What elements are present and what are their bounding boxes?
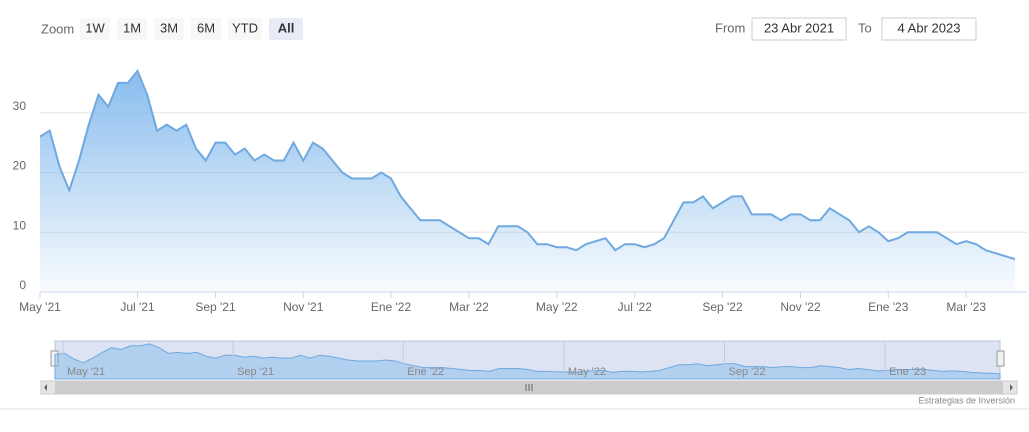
y-tick-label: 20 xyxy=(13,159,27,173)
x-tick-label: Ene '22 xyxy=(371,300,412,314)
zoom-button-label[interactable]: 6M xyxy=(197,20,215,35)
zoom-button[interactable]: 6M xyxy=(191,18,221,40)
navigator-handle[interactable] xyxy=(996,350,1005,367)
navigator-label: May '22 xyxy=(568,366,606,378)
navigator-label: Ene '23 xyxy=(889,366,926,378)
to-label: To xyxy=(858,20,872,35)
x-tick-label: Sep '22 xyxy=(702,300,743,314)
x-tick-label: May '22 xyxy=(536,300,578,314)
zoom-button-label[interactable]: 3M xyxy=(160,20,178,35)
zoom-button[interactable]: 1W xyxy=(80,18,110,40)
x-tick-label: Nov '21 xyxy=(283,300,324,314)
area-fill xyxy=(40,70,1015,292)
navigator-label: Sep '22 xyxy=(729,366,766,378)
navigator-label: May '21 xyxy=(67,366,105,378)
from-date[interactable]: 23 Abr 2021 xyxy=(764,20,834,35)
zoom-button[interactable]: All xyxy=(269,18,303,40)
scrollbar-grip xyxy=(525,384,533,391)
zoom-button-bg[interactable] xyxy=(269,18,303,40)
x-tick-label: Jul '22 xyxy=(618,300,653,314)
from-label: From xyxy=(715,20,745,35)
zoom-button[interactable]: YTD xyxy=(228,18,262,40)
x-tick-label: May '21 xyxy=(19,300,61,314)
x-tick-label: Ene '23 xyxy=(868,300,909,314)
zoom-label: Zoom xyxy=(41,21,74,36)
navigator-area xyxy=(54,343,1001,380)
zoom-button-label[interactable]: 1M xyxy=(123,20,141,35)
navigator-label: Ene '22 xyxy=(407,366,444,378)
y-tick-label: 10 xyxy=(13,218,27,232)
line xyxy=(39,68,1016,261)
zoom-button-label[interactable]: YTD xyxy=(232,20,258,35)
zoom-button[interactable]: 1M xyxy=(117,18,147,40)
x-tick-label: Nov '22 xyxy=(780,300,821,314)
zoom-button-bg[interactable] xyxy=(80,18,110,40)
credit: Estrategias de Inversión xyxy=(918,395,1015,405)
y-tick-label: 30 xyxy=(13,99,27,113)
zoom-button-bg[interactable] xyxy=(191,18,221,40)
to-date[interactable]: 4 Abr 2023 xyxy=(898,20,961,35)
zoom-button-bg[interactable] xyxy=(117,18,147,40)
zoom-button-bg[interactable] xyxy=(154,18,184,40)
zoom-button-label[interactable]: All xyxy=(278,20,295,35)
x-tick-label: Jul '21 xyxy=(120,300,155,314)
zoom-button[interactable]: 3M xyxy=(154,18,184,40)
zoom-button-bg[interactable] xyxy=(228,18,262,40)
x-tick-label: Mar '22 xyxy=(449,300,489,314)
x-tick-label: Mar '23 xyxy=(946,300,986,314)
x-tick-label: Sep '21 xyxy=(195,300,236,314)
zoom-button-label[interactable]: 1W xyxy=(85,20,105,35)
to-input[interactable] xyxy=(881,17,977,41)
from-input[interactable] xyxy=(751,17,847,41)
navigator-label: Sep '21 xyxy=(237,366,274,378)
y-tick-label: 0 xyxy=(19,278,26,292)
